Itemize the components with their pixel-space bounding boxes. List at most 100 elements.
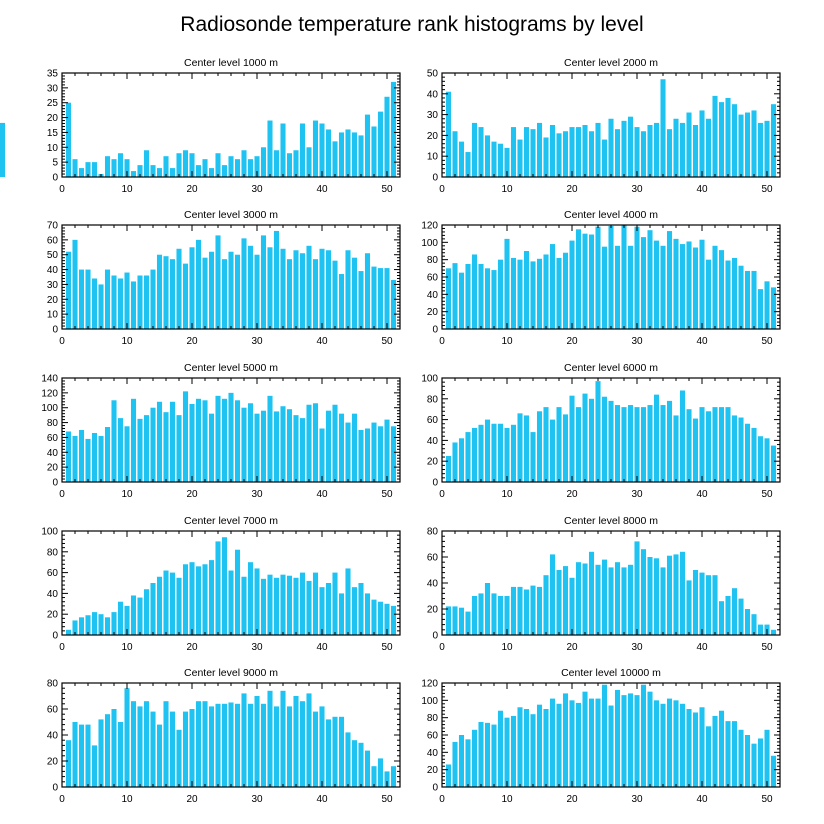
bar — [718, 710, 725, 787]
bar — [588, 234, 595, 329]
bar — [465, 611, 471, 635]
bar — [634, 127, 640, 177]
bar — [286, 706, 293, 787]
y-tick-label: 15 — [47, 128, 59, 139]
bar — [117, 601, 124, 635]
bar — [98, 284, 104, 329]
bar — [673, 238, 679, 329]
bar — [517, 586, 523, 635]
y-tick-label: 0 — [52, 173, 58, 184]
bar — [718, 407, 725, 482]
y-tick-label: 0 — [52, 325, 58, 336]
bar — [510, 257, 517, 329]
bar — [156, 576, 163, 635]
x-tick-label: 50 — [761, 184, 773, 195]
bar — [124, 272, 130, 329]
bar — [195, 239, 202, 329]
bar — [163, 412, 169, 482]
bar — [614, 129, 621, 177]
bar — [325, 719, 332, 787]
bar — [156, 168, 163, 177]
bar — [384, 268, 390, 329]
bar — [338, 413, 345, 482]
y-tick-label: 0 — [432, 325, 438, 336]
bar — [549, 419, 556, 482]
x-tick-label: 20 — [566, 336, 578, 347]
bar — [517, 413, 523, 482]
bar — [176, 577, 182, 635]
bar — [182, 150, 189, 177]
x-tick-label: 40 — [696, 336, 708, 347]
y-tick-label: 10 — [427, 152, 439, 163]
bar — [679, 244, 686, 329]
bar — [497, 143, 504, 177]
bar — [686, 409, 692, 482]
bar — [208, 168, 215, 177]
bar — [98, 435, 104, 482]
bar — [484, 268, 491, 329]
bar — [319, 706, 325, 787]
bar — [312, 403, 319, 482]
bar — [202, 400, 208, 482]
bar — [390, 279, 397, 329]
bar — [91, 278, 98, 329]
bar — [478, 722, 484, 787]
y-tick-label: 10 — [47, 143, 59, 154]
y-tick-label: 40 — [427, 290, 439, 301]
bar — [517, 707, 523, 787]
bar — [306, 245, 312, 329]
y-tick-label: 30 — [47, 280, 59, 291]
bar — [634, 541, 640, 635]
y-tick-label: 60 — [427, 415, 439, 426]
bar — [660, 567, 666, 635]
bar — [738, 114, 744, 177]
bar — [202, 159, 208, 177]
bar — [445, 91, 452, 177]
bar — [72, 239, 78, 329]
bar — [338, 274, 345, 329]
y-tick-label: 80 — [47, 418, 59, 429]
bar — [562, 693, 569, 787]
bar — [627, 693, 634, 787]
bar — [351, 132, 358, 177]
bar — [608, 705, 614, 787]
bar — [65, 102, 72, 177]
bar — [712, 715, 718, 787]
y-tick-label: 35 — [47, 69, 59, 80]
bar — [241, 150, 247, 177]
bar — [692, 712, 699, 787]
bar — [523, 589, 530, 635]
bar — [601, 396, 608, 482]
bar — [751, 743, 757, 787]
x-tick-label: 40 — [696, 794, 708, 805]
bar — [299, 123, 306, 177]
bar — [364, 114, 371, 177]
bar — [562, 131, 569, 177]
bar — [647, 125, 653, 177]
bar — [484, 722, 491, 787]
bar — [686, 112, 692, 177]
bar — [679, 390, 686, 482]
bar — [312, 572, 319, 635]
bar — [562, 252, 569, 329]
bar — [621, 567, 627, 635]
panel-title: Center level 8000 m — [564, 515, 658, 527]
bar — [104, 427, 111, 482]
bar — [517, 139, 523, 177]
bar — [332, 141, 338, 177]
bar — [647, 691, 653, 787]
bar — [221, 703, 228, 787]
bar — [510, 424, 517, 482]
bar — [614, 689, 621, 787]
bar — [582, 393, 588, 482]
bar — [595, 381, 601, 482]
bar — [640, 684, 647, 787]
bar — [751, 427, 757, 482]
bar — [319, 123, 325, 177]
bar — [215, 541, 221, 635]
bar — [377, 758, 384, 787]
bar — [595, 226, 601, 329]
y-tick-label: 120 — [421, 679, 438, 690]
bar — [510, 127, 517, 177]
bar — [312, 711, 319, 787]
